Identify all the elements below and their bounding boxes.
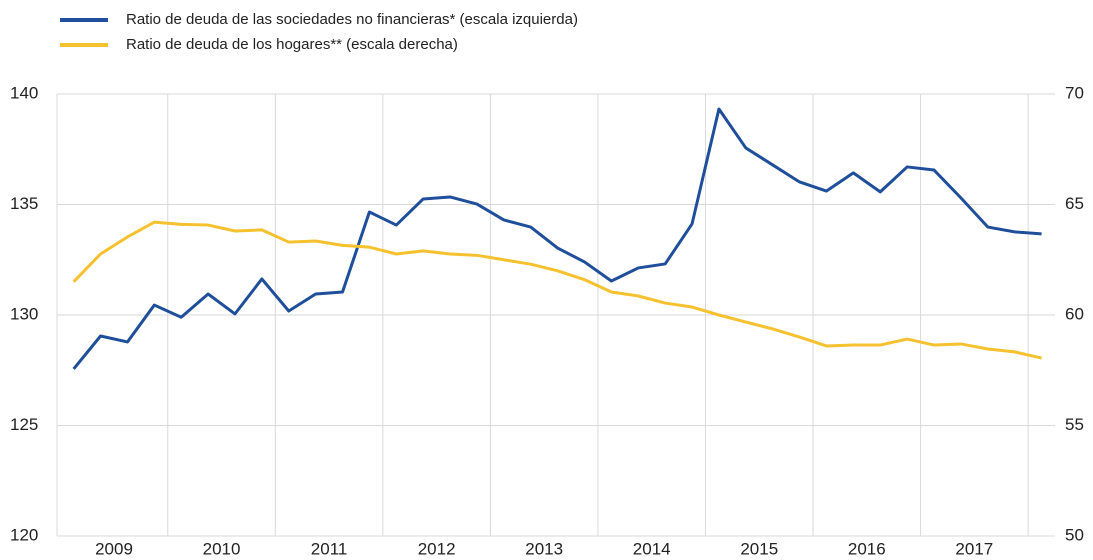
y2-tick-label: 50 — [1065, 525, 1084, 544]
x-tick-label: 2011 — [311, 539, 348, 558]
x-tick-label: 2017 — [955, 539, 993, 558]
series-line — [72, 220, 1042, 360]
series-line — [72, 107, 1042, 370]
y2-tick-label: 60 — [1065, 304, 1084, 323]
y-tick-label: 120 — [10, 525, 38, 544]
y-tick-label: 140 — [10, 83, 38, 102]
y-tick-label: 125 — [10, 415, 38, 434]
y-tick-label: 130 — [10, 304, 38, 323]
x-tick-label: 2009 — [95, 539, 133, 558]
y2-tick-label: 65 — [1065, 194, 1084, 213]
x-tick-label: 2013 — [525, 539, 563, 558]
x-tick-label: 2010 — [203, 539, 241, 558]
x-tick-label: 2015 — [740, 539, 778, 558]
y2-tick-label: 70 — [1065, 83, 1084, 102]
legend-label: Ratio de deuda de las sociedades no fina… — [126, 11, 578, 28]
y-tick-label: 135 — [10, 194, 38, 213]
y2-tick-label: 55 — [1065, 415, 1084, 434]
x-tick-label: 2012 — [418, 539, 456, 558]
x-tick-label: 2016 — [848, 539, 886, 558]
x-tick-label: 2014 — [633, 539, 671, 558]
legend-label: Ratio de deuda de los hogares** (escala … — [126, 36, 458, 53]
